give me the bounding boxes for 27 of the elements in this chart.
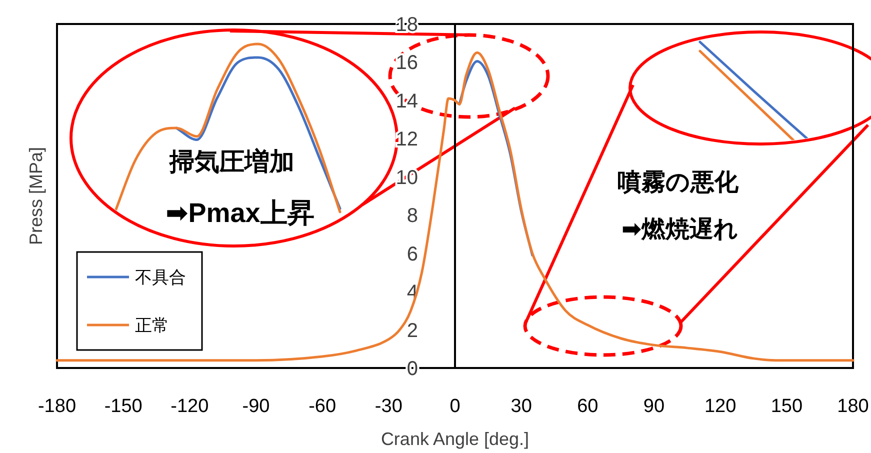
y-tick-label: 2: [406, 320, 418, 342]
x-tick-label: 60: [577, 396, 598, 417]
x-tick-label: 90: [643, 396, 665, 417]
y-tick-label: 16: [396, 52, 418, 74]
x-tick-label: 120: [704, 396, 736, 417]
x-tick-label: 150: [770, 396, 803, 417]
annotation: ➡燃焼遅れ: [621, 216, 739, 243]
x-tick-label: 0: [450, 396, 460, 417]
x-tick-label: 30: [510, 396, 532, 417]
x-tick-label: -60: [308, 396, 336, 417]
y-axis-title: Press [MPa]: [26, 146, 46, 246]
x-tick-label: -30: [374, 396, 402, 417]
annotation: 掃気圧増加: [168, 147, 294, 176]
annotation: 噴霧の悪化: [618, 169, 740, 196]
x-tick-label: -180: [38, 396, 76, 417]
legend-label: 不具合: [135, 268, 186, 287]
x-axis-title: Crank Angle [deg.]: [380, 429, 530, 449]
annotation: ➡Pmax上昇: [166, 198, 314, 228]
x-tick-label: 180: [837, 396, 869, 417]
legend-label: 正常: [135, 316, 169, 335]
y-tick-label: 8: [406, 205, 418, 228]
line-series: [56, 51, 854, 362]
x-tick-label: -90: [242, 396, 270, 417]
y-tick-label: 6: [406, 243, 418, 266]
x-tick-label: -150: [104, 396, 142, 417]
y-tick-label: 14: [396, 90, 418, 112]
x-tick-label: -120: [170, 396, 209, 417]
